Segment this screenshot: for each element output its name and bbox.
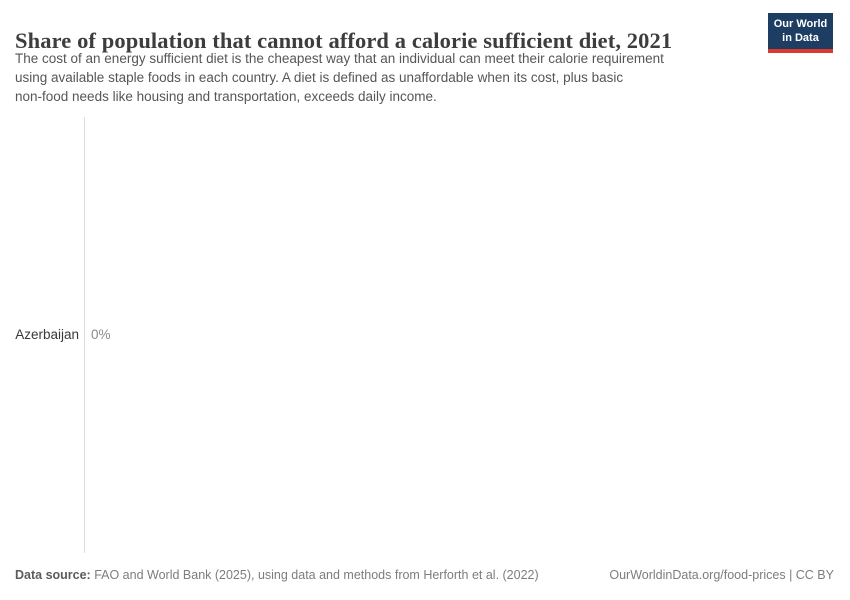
- data-source-text: FAO and World Bank (2025), using data an…: [90, 568, 539, 582]
- subtitle-line: non-food needs like housing and transpor…: [15, 89, 437, 104]
- owid-logo-line2: in Data: [782, 31, 819, 44]
- y-axis-line: [84, 117, 85, 553]
- subtitle-line: The cost of an energy sufficient diet is…: [15, 51, 664, 66]
- owid-url-license-link[interactable]: OurWorldinData.org/food-prices | CC BY: [609, 568, 834, 582]
- chart-subtitle: The cost of an energy sufficient diet is…: [15, 49, 664, 106]
- entity-label-azerbaijan: Azerbaijan: [15, 327, 79, 342]
- owid-logo[interactable]: Our World in Data: [768, 13, 833, 53]
- owid-logo-line1: Our World: [773, 18, 828, 30]
- data-source-note: Data source: FAO and World Bank (2025), …: [15, 568, 539, 582]
- value-label-azerbaijan: 0%: [91, 327, 111, 342]
- page-title: Share of population that cannot afford a…: [15, 28, 673, 54]
- data-source-label: Data source:: [15, 568, 91, 582]
- chart-footer: Data source: FAO and World Bank (2025), …: [15, 568, 834, 582]
- subtitle-line: using available staple foods in each cou…: [15, 70, 624, 85]
